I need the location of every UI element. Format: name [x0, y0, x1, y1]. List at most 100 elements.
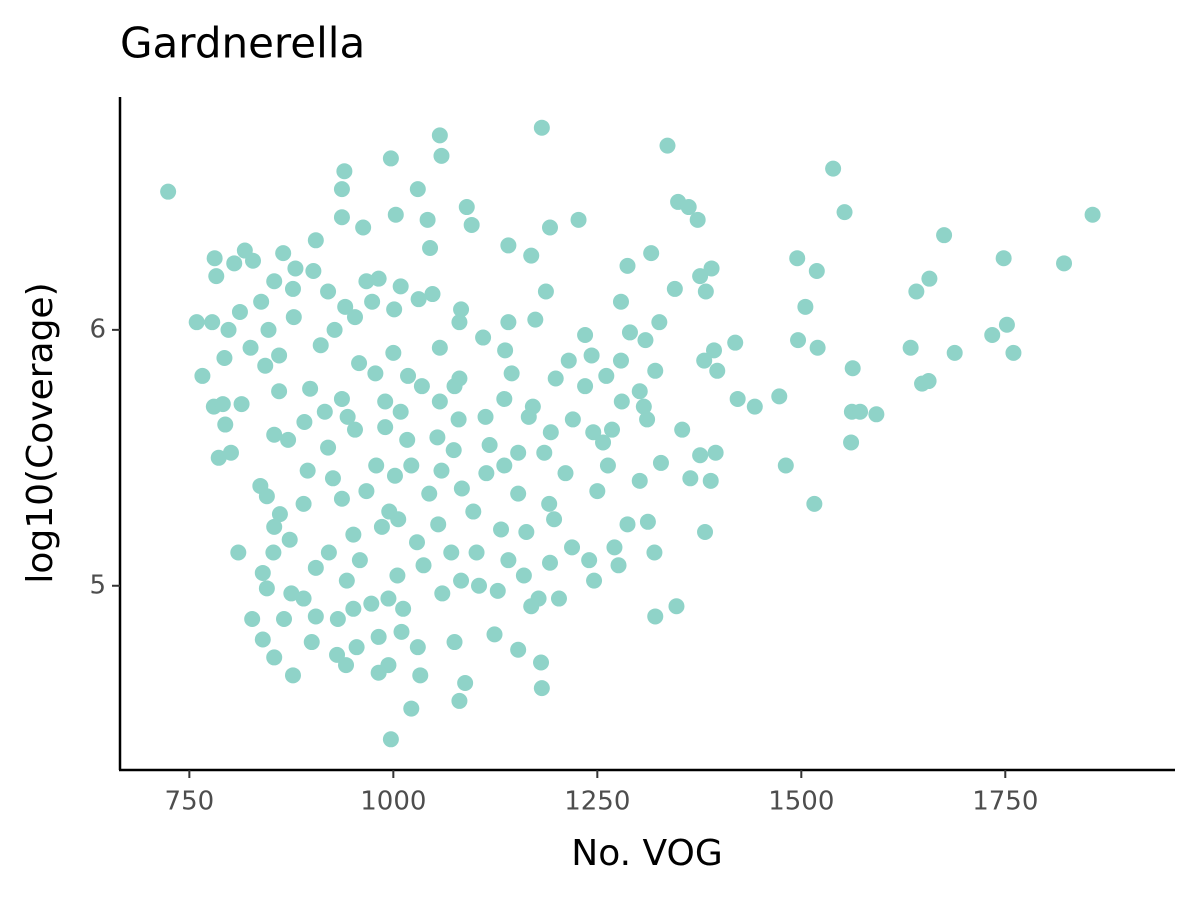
- point: [280, 431, 297, 448]
- point: [557, 465, 574, 482]
- point: [409, 639, 426, 656]
- x-axis-title: No. VOG: [571, 833, 722, 874]
- point: [307, 232, 324, 249]
- point: [680, 199, 697, 216]
- point: [412, 667, 429, 684]
- point: [1056, 255, 1073, 272]
- point: [520, 408, 537, 425]
- point: [709, 362, 726, 379]
- point: [475, 329, 492, 346]
- point: [908, 283, 925, 300]
- point: [946, 344, 963, 361]
- point: [500, 237, 517, 254]
- point: [844, 360, 861, 377]
- point: [386, 467, 403, 484]
- point: [797, 298, 814, 315]
- point: [382, 150, 399, 167]
- point: [345, 600, 362, 617]
- point: [271, 347, 288, 364]
- point: [619, 257, 636, 274]
- point: [808, 263, 825, 280]
- point: [370, 270, 387, 287]
- point: [305, 263, 322, 280]
- point: [542, 424, 559, 441]
- point: [702, 472, 719, 489]
- point: [533, 119, 550, 136]
- point: [338, 572, 355, 589]
- point: [271, 506, 288, 523]
- point: [500, 552, 517, 569]
- x-tick-label: 1000: [360, 787, 426, 817]
- point: [386, 301, 403, 318]
- point: [1084, 206, 1101, 223]
- point: [393, 623, 410, 640]
- point: [510, 444, 527, 461]
- point: [446, 634, 463, 651]
- point: [210, 449, 227, 466]
- point: [382, 731, 399, 748]
- point: [367, 365, 384, 382]
- point: [510, 485, 527, 502]
- point: [446, 378, 463, 395]
- point: [433, 462, 450, 479]
- point: [257, 357, 274, 374]
- point: [692, 447, 709, 464]
- point: [610, 557, 627, 574]
- point: [631, 472, 648, 489]
- point: [705, 342, 722, 359]
- point: [424, 286, 441, 303]
- point: [984, 326, 1001, 343]
- point: [266, 518, 283, 535]
- point: [254, 564, 271, 581]
- point: [703, 260, 720, 277]
- point: [809, 339, 826, 356]
- point: [226, 255, 243, 272]
- point: [619, 516, 636, 533]
- point: [188, 314, 205, 331]
- point: [453, 480, 470, 497]
- point: [570, 211, 587, 228]
- point: [258, 488, 275, 505]
- point: [419, 211, 436, 228]
- point: [496, 390, 513, 407]
- point: [481, 437, 498, 454]
- point: [208, 268, 225, 285]
- point: [647, 608, 664, 625]
- point: [377, 419, 394, 436]
- point: [358, 273, 375, 290]
- point: [515, 567, 532, 584]
- point: [265, 544, 282, 561]
- point: [387, 206, 404, 223]
- point: [266, 273, 283, 290]
- point: [410, 291, 427, 308]
- point: [564, 539, 581, 556]
- point: [284, 667, 301, 684]
- point: [936, 227, 953, 244]
- point: [457, 674, 474, 691]
- point: [408, 534, 425, 551]
- point: [581, 552, 598, 569]
- point: [450, 411, 467, 428]
- point: [546, 511, 563, 528]
- point: [789, 250, 806, 267]
- point: [496, 457, 513, 474]
- point: [560, 352, 577, 369]
- point: [547, 370, 564, 387]
- point: [637, 332, 654, 349]
- point: [206, 250, 223, 267]
- points-layer: [160, 119, 1101, 748]
- point: [336, 163, 353, 180]
- point: [639, 411, 656, 428]
- point: [471, 577, 488, 594]
- point: [430, 516, 447, 533]
- point: [1005, 344, 1022, 361]
- point: [303, 634, 320, 651]
- point: [363, 595, 380, 612]
- point: [682, 470, 699, 487]
- point: [621, 324, 638, 341]
- point: [612, 293, 629, 310]
- point: [320, 283, 337, 300]
- point: [902, 339, 919, 356]
- point: [646, 544, 663, 561]
- point: [500, 314, 517, 331]
